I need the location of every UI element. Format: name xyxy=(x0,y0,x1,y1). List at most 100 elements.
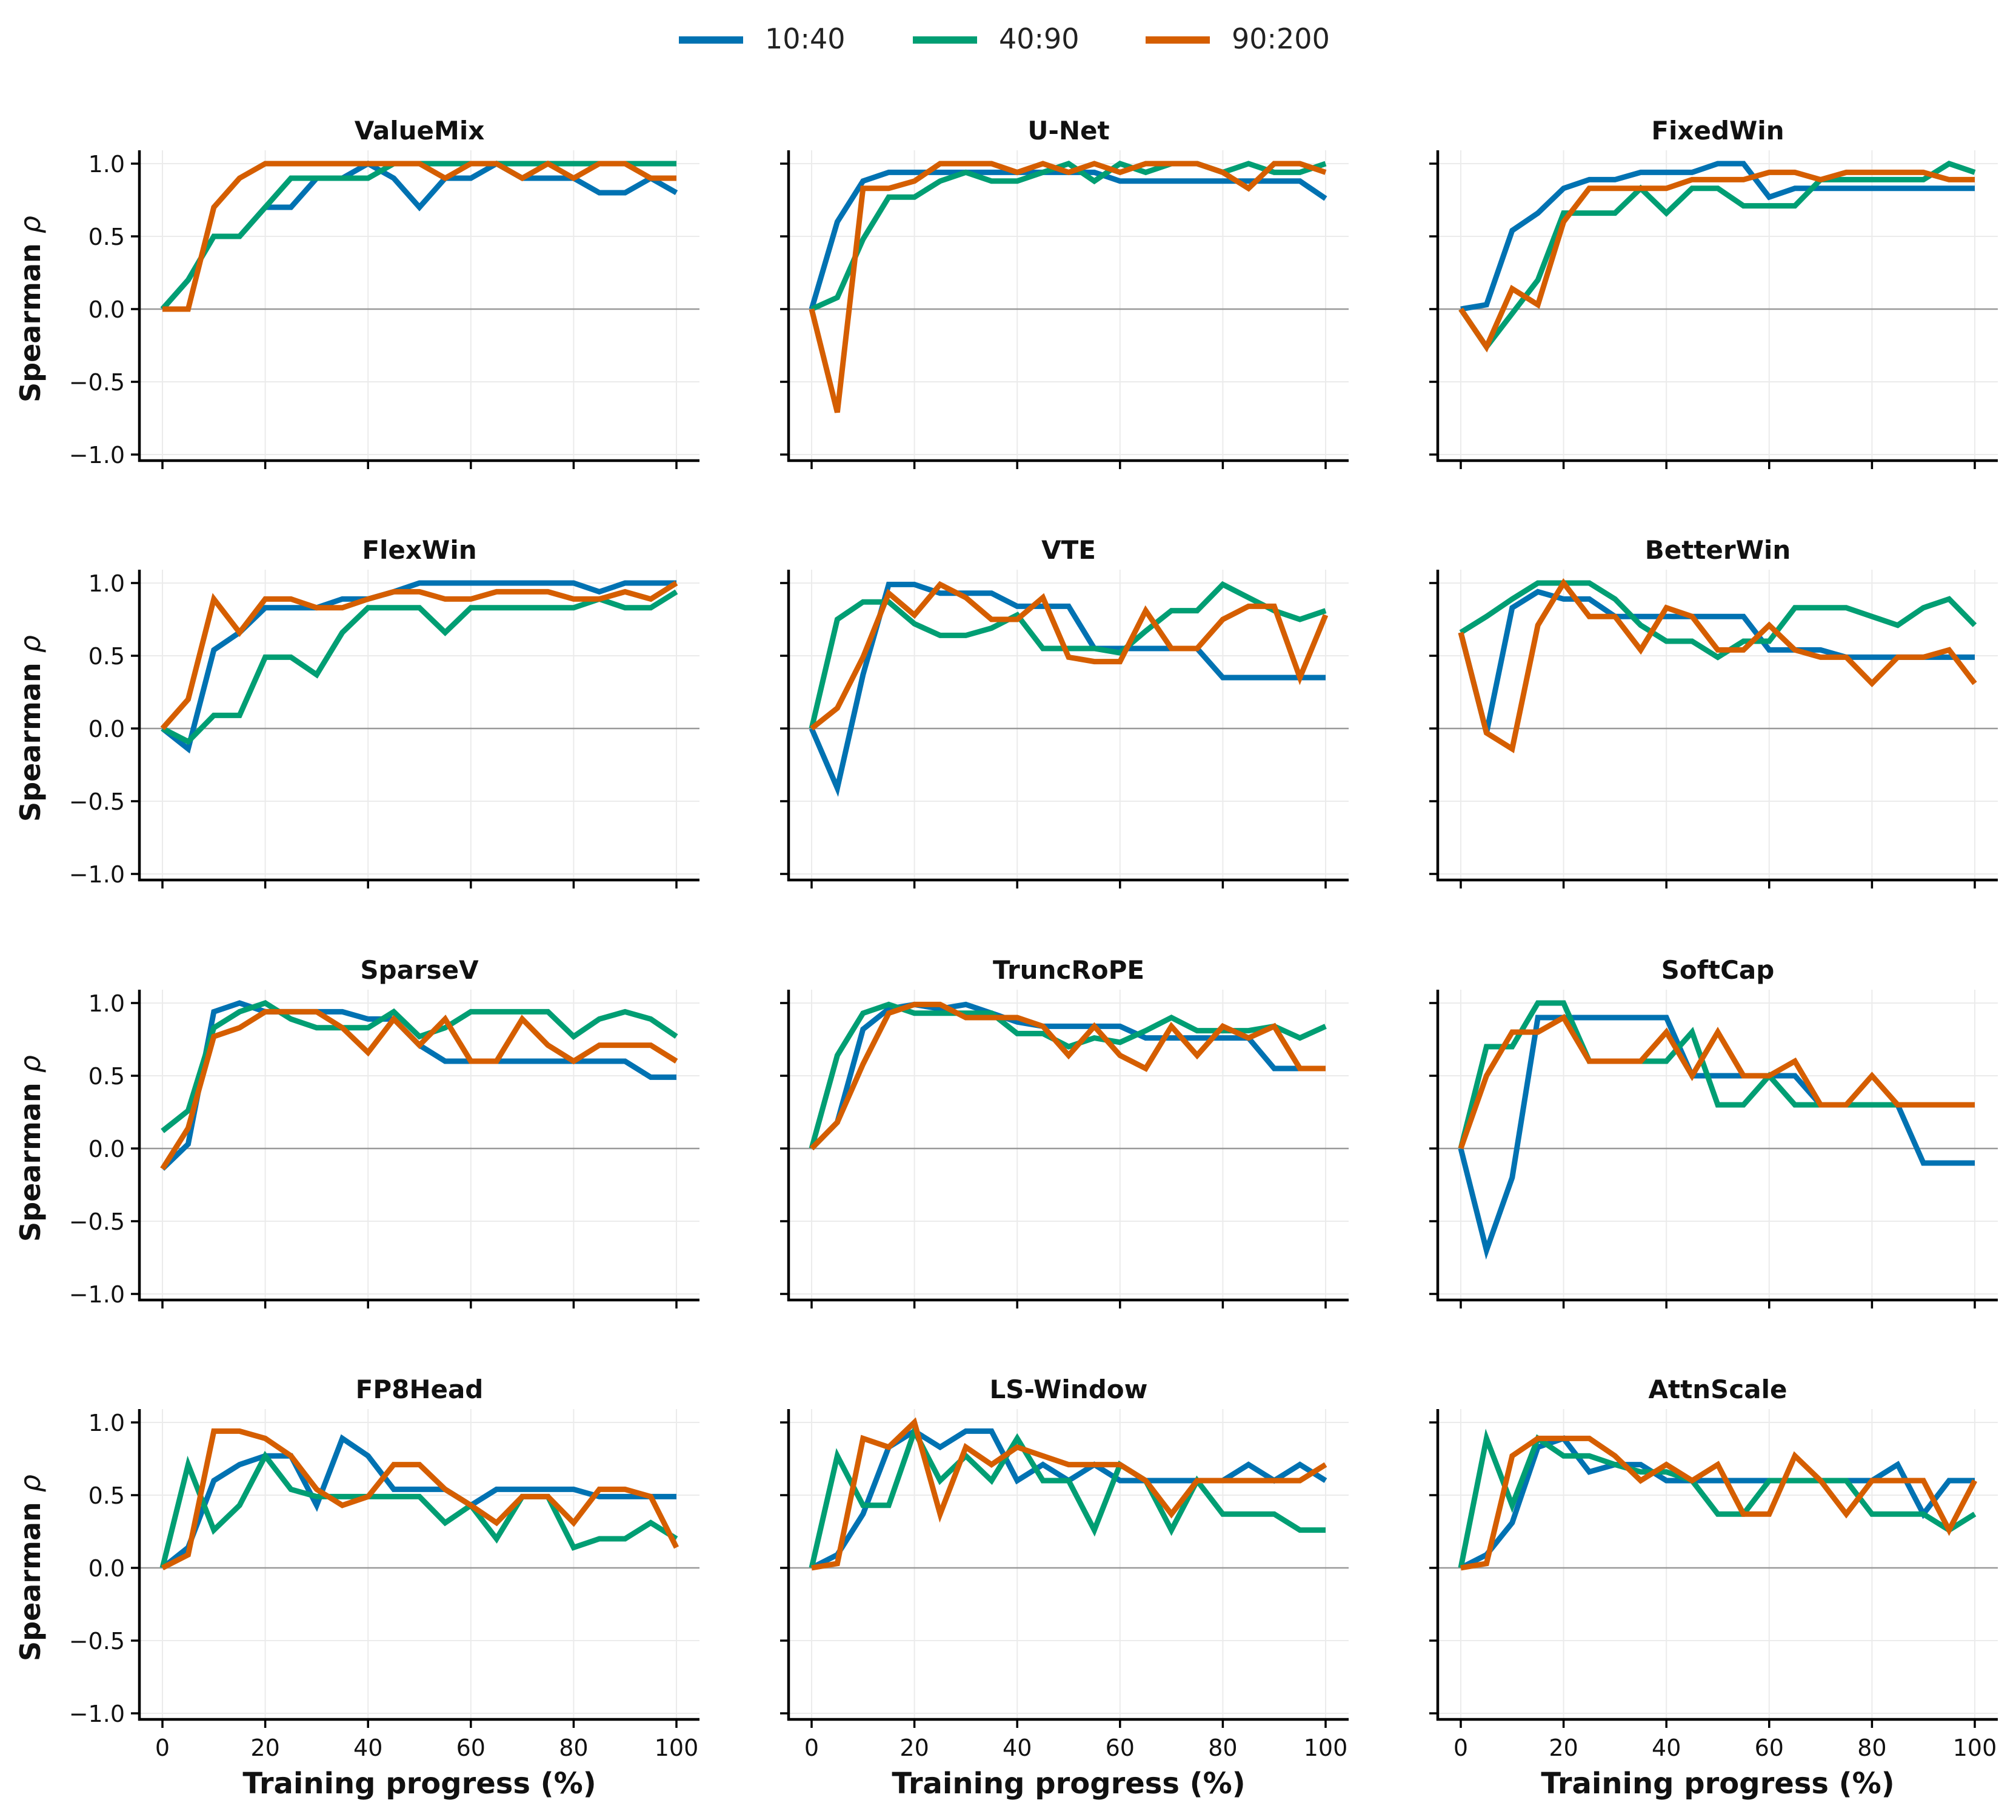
panel-truncrope: TruncRoPE xyxy=(780,955,1349,1308)
y-tick-label: 0.5 xyxy=(88,1482,125,1509)
y-tick-label: 0.5 xyxy=(88,643,125,670)
x-axis-label: Training progress (%) xyxy=(892,1767,1245,1801)
legend-label: 90:200 xyxy=(1232,22,1330,55)
y-tick-label: 0.0 xyxy=(88,716,125,742)
y-tick-label: 1.0 xyxy=(88,1410,125,1436)
x-tick-label: 40 xyxy=(353,1735,382,1761)
panel-betterwin: BetterWin xyxy=(1429,535,1998,888)
series-line-10-40 xyxy=(809,581,1326,797)
series-line-10-40 xyxy=(809,1001,1326,1151)
panel-title: TruncRoPE xyxy=(993,955,1144,985)
x-tick-label: 80 xyxy=(1857,1735,1886,1761)
x-tick-label: 20 xyxy=(1549,1735,1578,1761)
y-axis-label-symbol: ρ xyxy=(14,216,47,233)
y-tick-label: −0.5 xyxy=(69,369,125,396)
y-tick-label: 1.0 xyxy=(88,151,125,178)
x-tick-label: 0 xyxy=(1454,1735,1468,1761)
series-line-90-200 xyxy=(162,160,676,312)
panel-vte: VTE xyxy=(780,535,1349,888)
y-axis-label: Spearman ρ xyxy=(14,216,47,402)
y-tick-label: 0.0 xyxy=(88,296,125,323)
y-axis-label-symbol: ρ xyxy=(14,1475,47,1492)
panel-attnscale: 0 20 40 60 80 100 AttnScale Training progress (… xyxy=(1429,1375,1998,1801)
y-tick-label: −0.5 xyxy=(69,788,125,815)
series-line-40-90 xyxy=(809,581,1327,730)
x-tick-label: 100 xyxy=(1304,1735,1348,1761)
x-tick-label: 20 xyxy=(900,1735,929,1761)
series-line-90-200 xyxy=(160,581,678,730)
y-axis-label: Spearman ρ xyxy=(14,1055,47,1242)
y-tick-label: 0.0 xyxy=(88,1136,125,1162)
y-tick-label: 1.0 xyxy=(88,990,125,1017)
series-line-10-40 xyxy=(1458,588,1975,734)
series-line-90-200 xyxy=(810,581,1329,731)
x-tick-label: 100 xyxy=(1953,1735,1997,1761)
series-line-90-200 xyxy=(809,161,1327,413)
series-line-10-40 xyxy=(809,169,1327,310)
series-line-90-200 xyxy=(160,1008,678,1171)
y-tick-label: 0.0 xyxy=(88,1555,125,1582)
series-line-90-200 xyxy=(1460,1435,1977,1571)
series-line-90-200 xyxy=(809,1001,1326,1151)
x-tick-label: 60 xyxy=(1755,1735,1784,1761)
y-tick-label: −1.0 xyxy=(69,1701,125,1727)
y-axis-label-text: Spearman xyxy=(14,1492,47,1661)
panel-flexwin: 1.0 0.5 0.0 −0.5 −1.0 FlexWin Spearman ρ xyxy=(14,535,699,888)
y-axis-label: Spearman ρ xyxy=(14,635,47,822)
series-line-40-90 xyxy=(159,1450,678,1569)
x-tick-label: 0 xyxy=(804,1735,819,1761)
panel-title: AttnScale xyxy=(1649,1375,1787,1404)
series-line-40-90 xyxy=(1458,161,1976,352)
series-line-10-40 xyxy=(161,1434,676,1570)
y-axis-label-symbol: ρ xyxy=(14,1055,47,1073)
x-tick-label: 60 xyxy=(456,1735,486,1761)
y-tick-label: 0.5 xyxy=(88,1063,125,1090)
y-tick-label: −1.0 xyxy=(69,442,125,468)
panel-valuemix: 1.0 0.5 0.0 −0.5 −1.0 ValueMix Spearman ρ xyxy=(14,116,699,469)
panel-title: U-Net xyxy=(1027,116,1109,145)
series-line-40-90 xyxy=(809,1424,1326,1569)
legend-entry-10-40: 10:40 xyxy=(679,22,846,55)
y-tick-label: 1.0 xyxy=(88,570,125,597)
panel-fp8head: 1.0 0.5 0.0 −0.5 −1.0 0 20 40 60 80 100 FP8Head Spea… xyxy=(14,1375,699,1801)
series-line-40-90 xyxy=(161,589,678,745)
legend-entry-40-90: 40:90 xyxy=(913,22,1080,55)
x-tick-label: 40 xyxy=(1003,1735,1032,1761)
panel-fixedwin: FixedWin xyxy=(1429,116,1998,469)
series-line-90-200 xyxy=(161,1428,679,1571)
y-axis-label-text: Spearman xyxy=(14,653,47,822)
x-axis-label: Training progress (%) xyxy=(242,1767,596,1801)
series-line-90-200 xyxy=(811,1417,1327,1571)
series-line-40-90 xyxy=(809,1001,1327,1150)
series-line-40-90 xyxy=(810,161,1327,312)
y-tick-label: −1.0 xyxy=(69,861,125,888)
x-tick-label: 80 xyxy=(559,1735,588,1761)
panel-title: SparseV xyxy=(360,955,479,985)
panel-title: ValueMix xyxy=(355,116,485,145)
y-tick-label: −1.0 xyxy=(69,1281,125,1308)
legend-entry-90-200: 90:200 xyxy=(1146,22,1330,55)
series-line-10-40 xyxy=(1459,1435,1975,1571)
series-line-40-90 xyxy=(161,1000,678,1133)
series-line-40-90 xyxy=(1458,1000,1975,1150)
panel-ls-window: 0 20 40 60 80 100 LS-Window Training progress (… xyxy=(780,1375,1349,1801)
panel-title: BetterWin xyxy=(1645,535,1791,565)
legend: 10:40 40:90 90:200 xyxy=(679,22,1330,55)
panel-title: FixedWin xyxy=(1651,116,1784,145)
x-tick-label: 60 xyxy=(1106,1735,1135,1761)
legend-label: 10:40 xyxy=(765,22,846,55)
series-line-90-200 xyxy=(1458,1013,1975,1150)
legend-label: 40:90 xyxy=(999,22,1080,55)
y-axis-label-text: Spearman xyxy=(14,1073,47,1242)
y-axis-label-symbol: ρ xyxy=(14,635,47,653)
panel-title: LS-Window xyxy=(990,1375,1148,1404)
series-line-10-40 xyxy=(1460,161,1975,312)
panel-sparsev: 1.0 0.5 0.0 −0.5 −1.0 SparseV Spearman ρ xyxy=(14,955,699,1308)
panel-title: FlexWin xyxy=(362,535,476,565)
x-tick-label: 20 xyxy=(250,1735,279,1761)
x-axis-label: Training progress (%) xyxy=(1541,1767,1894,1801)
x-tick-label: 100 xyxy=(655,1735,699,1761)
series-line-90-200 xyxy=(1458,169,1975,353)
